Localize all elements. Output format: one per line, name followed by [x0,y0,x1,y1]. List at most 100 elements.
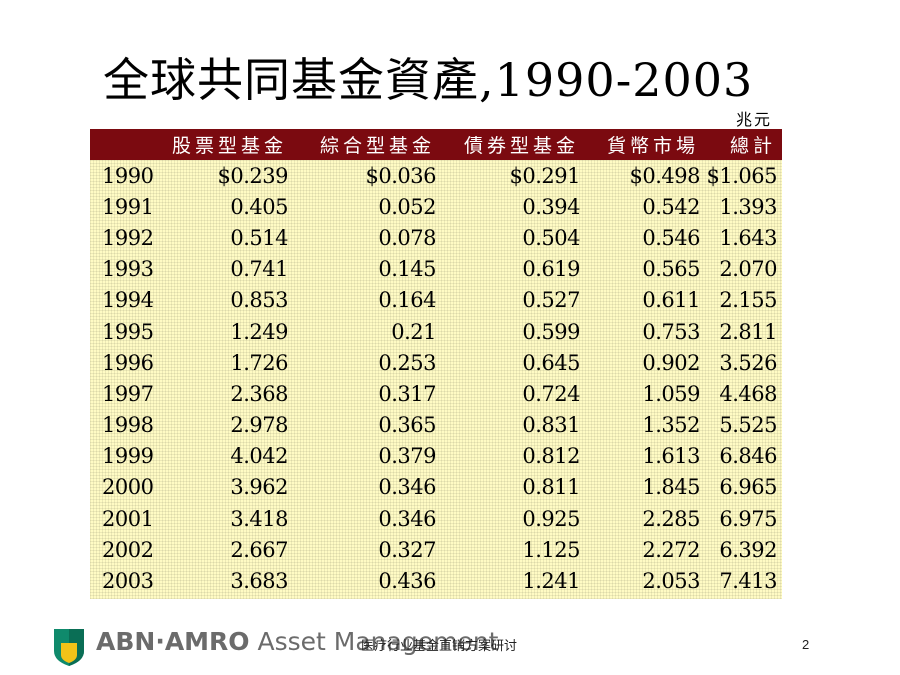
table-row: 1997 2.368 0.317 0.724 1.059 4.468 [90,378,782,409]
year-cell: 1993 [102,257,154,282]
value-cell: 3.418 [230,506,288,531]
value-cell: 1.249 [230,319,288,344]
table-row: 1994 0.853 0.164 0.527 0.611 2.155 [90,285,782,316]
header-year [90,129,160,160]
value-cell: 0.645 [522,350,580,375]
table-row: 2002 2.667 0.327 1.125 2.272 6.392 [90,534,782,565]
value-cell: 0.902 [642,350,700,375]
brand-logo-text: ABN·AMRO Asset Management [96,627,498,656]
value-cell: 2.667 [230,537,288,562]
value-cell: 0.925 [522,506,580,531]
value-cell: 1.393 [719,194,777,219]
brand-name-rest: Asset Management [249,627,499,656]
value-cell: 0.831 [522,413,580,438]
year-cell: 1991 [102,194,154,219]
table-row: 1999 4.042 0.379 0.812 1.613 6.846 [90,441,782,472]
header-equity: 股票型基金 [160,129,293,160]
value-cell: 0.346 [378,475,436,500]
header-bond: 債券型基金 [441,129,585,160]
footer-caption: 医疗行业基金直销方案研讨 [361,639,518,654]
value-cell: 1.352 [642,413,700,438]
value-cell: 1.125 [522,537,580,562]
value-cell: $0.498 [629,163,701,188]
year-cell: 1996 [102,350,154,375]
year-cell: 2000 [102,475,154,500]
value-cell: 0.405 [230,194,288,219]
value-cell: 2.070 [719,257,777,282]
value-cell: 4.042 [230,444,288,469]
table-row: 1998 2.978 0.365 0.831 1.352 5.525 [90,410,782,441]
value-cell: 1.241 [522,569,580,594]
value-cell: 6.846 [719,444,777,469]
year-cell: 1994 [102,288,154,313]
brand-name-bold: ABN·AMRO [96,627,250,656]
value-cell: 0.052 [378,194,436,219]
value-cell: 0.327 [378,537,436,562]
year-cell: 2003 [102,569,154,594]
year-cell: 1992 [102,225,154,250]
year-cell: 1995 [102,319,154,344]
table-row: 1990 $0.239 $0.036 $0.291 $0.498 $1.065 [90,160,782,191]
value-cell: $0.291 [509,163,581,188]
value-cell: 0.317 [378,381,436,406]
value-cell: 6.975 [719,506,777,531]
value-cell: 1.613 [642,444,700,469]
table-row: 1995 1.249 0.21 0.599 0.753 2.811 [90,316,782,347]
table-row: 1996 1.726 0.253 0.645 0.902 3.526 [90,347,782,378]
value-cell: 2.811 [719,319,777,344]
unit-label: 兆元 [736,110,773,129]
year-cell: 2001 [102,506,154,531]
value-cell: 0.436 [378,569,436,594]
value-cell: 2.368 [230,381,288,406]
value-cell: 3.683 [230,569,288,594]
table-row: 1993 0.741 0.145 0.619 0.565 2.070 [90,254,782,285]
table-row: 2001 3.418 0.346 0.925 2.285 6.975 [90,503,782,534]
fund-assets-table-container: 股票型基金 綜合型基金 債券型基金 貨幣市場 總計 1990 $0.239 $0.0… [90,129,782,599]
value-cell: 2.272 [642,537,700,562]
value-cell: 1.726 [230,350,288,375]
year-cell: 1998 [102,413,154,438]
value-cell: 0.724 [522,381,580,406]
value-cell: 0.741 [230,257,288,282]
value-cell: 0.753 [642,319,700,344]
value-cell: $0.239 [217,163,289,188]
header-total: 總計 [705,129,782,160]
table-body: 1990 $0.239 $0.036 $0.291 $0.498 $1.065 1991 0.… [90,160,782,597]
page-number: 2 [802,637,810,652]
value-cell: $0.036 [365,163,437,188]
value-cell: 1.059 [642,381,700,406]
year-cell: 1997 [102,381,154,406]
value-cell: 0.365 [378,413,436,438]
value-cell: 0.164 [378,288,436,313]
value-cell: 1.845 [642,475,700,500]
value-cell: 0.565 [642,257,700,282]
table-header-row: 股票型基金 綜合型基金 債券型基金 貨幣市場 總計 [90,129,782,160]
value-cell: 0.599 [522,319,580,344]
value-cell: 0.812 [522,444,580,469]
value-cell: $1.065 [706,163,778,188]
table-row: 1991 0.405 0.052 0.394 0.542 1.393 [90,191,782,222]
table-row: 2000 3.962 0.346 0.811 1.845 6.965 [90,472,782,503]
value-cell: 1.643 [719,225,777,250]
value-cell: 2.155 [719,288,777,313]
value-cell: 2.053 [642,569,700,594]
value-cell: 6.965 [719,475,777,500]
header-money-market: 貨幣市場 [585,129,705,160]
year-cell: 2002 [102,537,154,562]
year-cell: 1990 [102,163,154,188]
value-cell: 0.379 [378,444,436,469]
value-cell: 0.853 [230,288,288,313]
value-cell: 2.978 [230,413,288,438]
value-cell: 0.21 [391,319,436,344]
value-cell: 2.285 [642,506,700,531]
header-hybrid: 綜合型基金 [293,129,441,160]
value-cell: 0.546 [642,225,700,250]
slide-title: 全球共同基金資產,1990-2003 [103,53,754,107]
value-cell: 0.811 [522,475,580,500]
value-cell: 5.525 [719,413,777,438]
value-cell: 0.346 [378,506,436,531]
value-cell: 0.619 [522,257,580,282]
value-cell: 0.527 [522,288,580,313]
value-cell: 4.468 [719,381,777,406]
value-cell: 0.514 [230,225,288,250]
